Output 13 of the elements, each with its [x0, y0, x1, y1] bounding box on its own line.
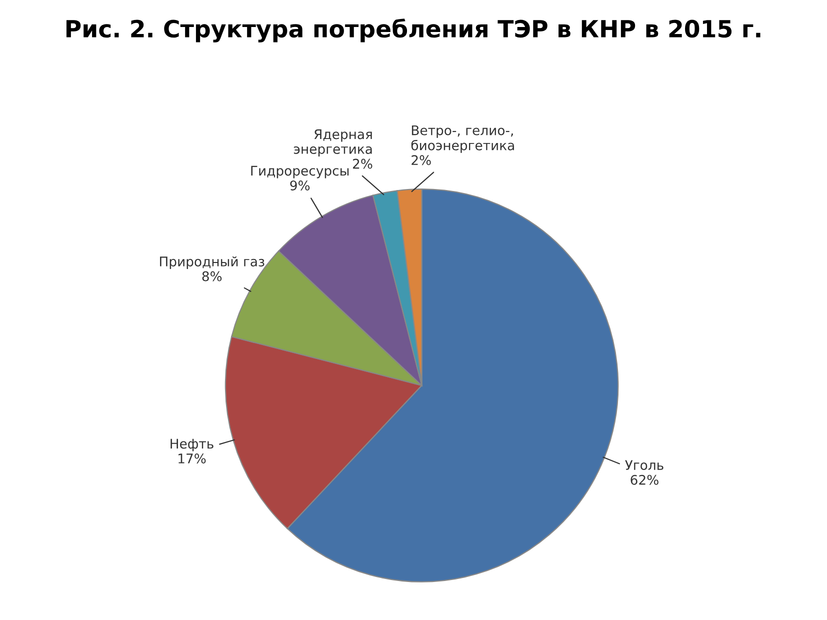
- slice-label: Природный газ: [160, 256, 264, 270]
- slice-label: Ядерная энергетика: [294, 129, 372, 157]
- data-label: 9%: [290, 180, 310, 190]
- slice-label: Нефть: [170, 438, 214, 452]
- data-label: 8%: [202, 271, 222, 282]
- data-label: 62%: [630, 474, 658, 485]
- slice-label: Гидроресурсы: [251, 166, 349, 178]
- data-label: 17%: [178, 453, 206, 464]
- slice-label: Уголь: [625, 460, 664, 470]
- data-label: 2%: [412, 155, 431, 166]
- chart-title: Рис. 2. Структура потребления ТЭР в КНР в 2015 г.: [66, 18, 760, 42]
- data-label: 2%: [352, 158, 372, 169]
- slice-label: Ветро-, гелио-, биоэнергетика: [411, 125, 514, 153]
